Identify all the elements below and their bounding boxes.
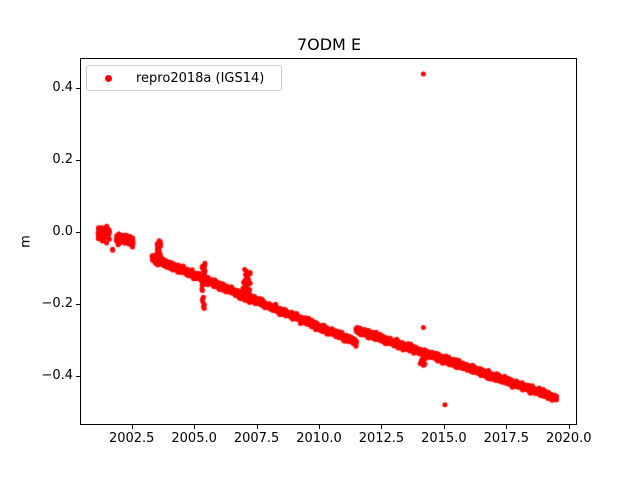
chart-title: 7ODM E [296,35,362,54]
x-tick-mark [194,425,196,429]
x-tick-mark [319,425,320,429]
y-tick-mark [76,375,80,377]
y-tick-label: 0.0 [52,223,73,239]
y-tick-mark [76,87,80,89]
x-tick-mark [506,425,508,429]
y-tick-label: −0.4 [41,367,73,383]
y-tick-mark [76,303,80,305]
y-tick-mark [76,159,80,161]
x-tick-label: 2005.0 [171,431,217,446]
y-tick-label: 0.4 [52,79,73,95]
plot-area [80,58,577,425]
x-tick-mark [131,425,133,429]
legend: repro2018a (IGS14) [86,65,282,91]
x-tick-label: 2017.5 [483,431,530,446]
y-tick-label: −0.2 [41,295,73,311]
x-tick-label: 2015.0 [421,431,467,446]
x-tick-mark [256,425,258,429]
x-tick-label: 2012.5 [358,431,405,446]
x-tick-mark [443,425,445,429]
x-tick-label: 2020.0 [546,431,592,446]
legend-scatter-marker-icon [105,74,112,82]
x-tick-label: 2002.5 [108,431,155,446]
x-tick-mark [381,425,383,429]
legend-label: repro2018a (IGS14) [136,70,265,86]
y-tick-label: 0.2 [52,151,73,167]
x-tick-label: 2007.5 [233,431,280,446]
x-tick-mark [568,425,570,429]
x-tick-label: 2010.0 [296,431,342,446]
y-tick-mark [76,231,80,233]
